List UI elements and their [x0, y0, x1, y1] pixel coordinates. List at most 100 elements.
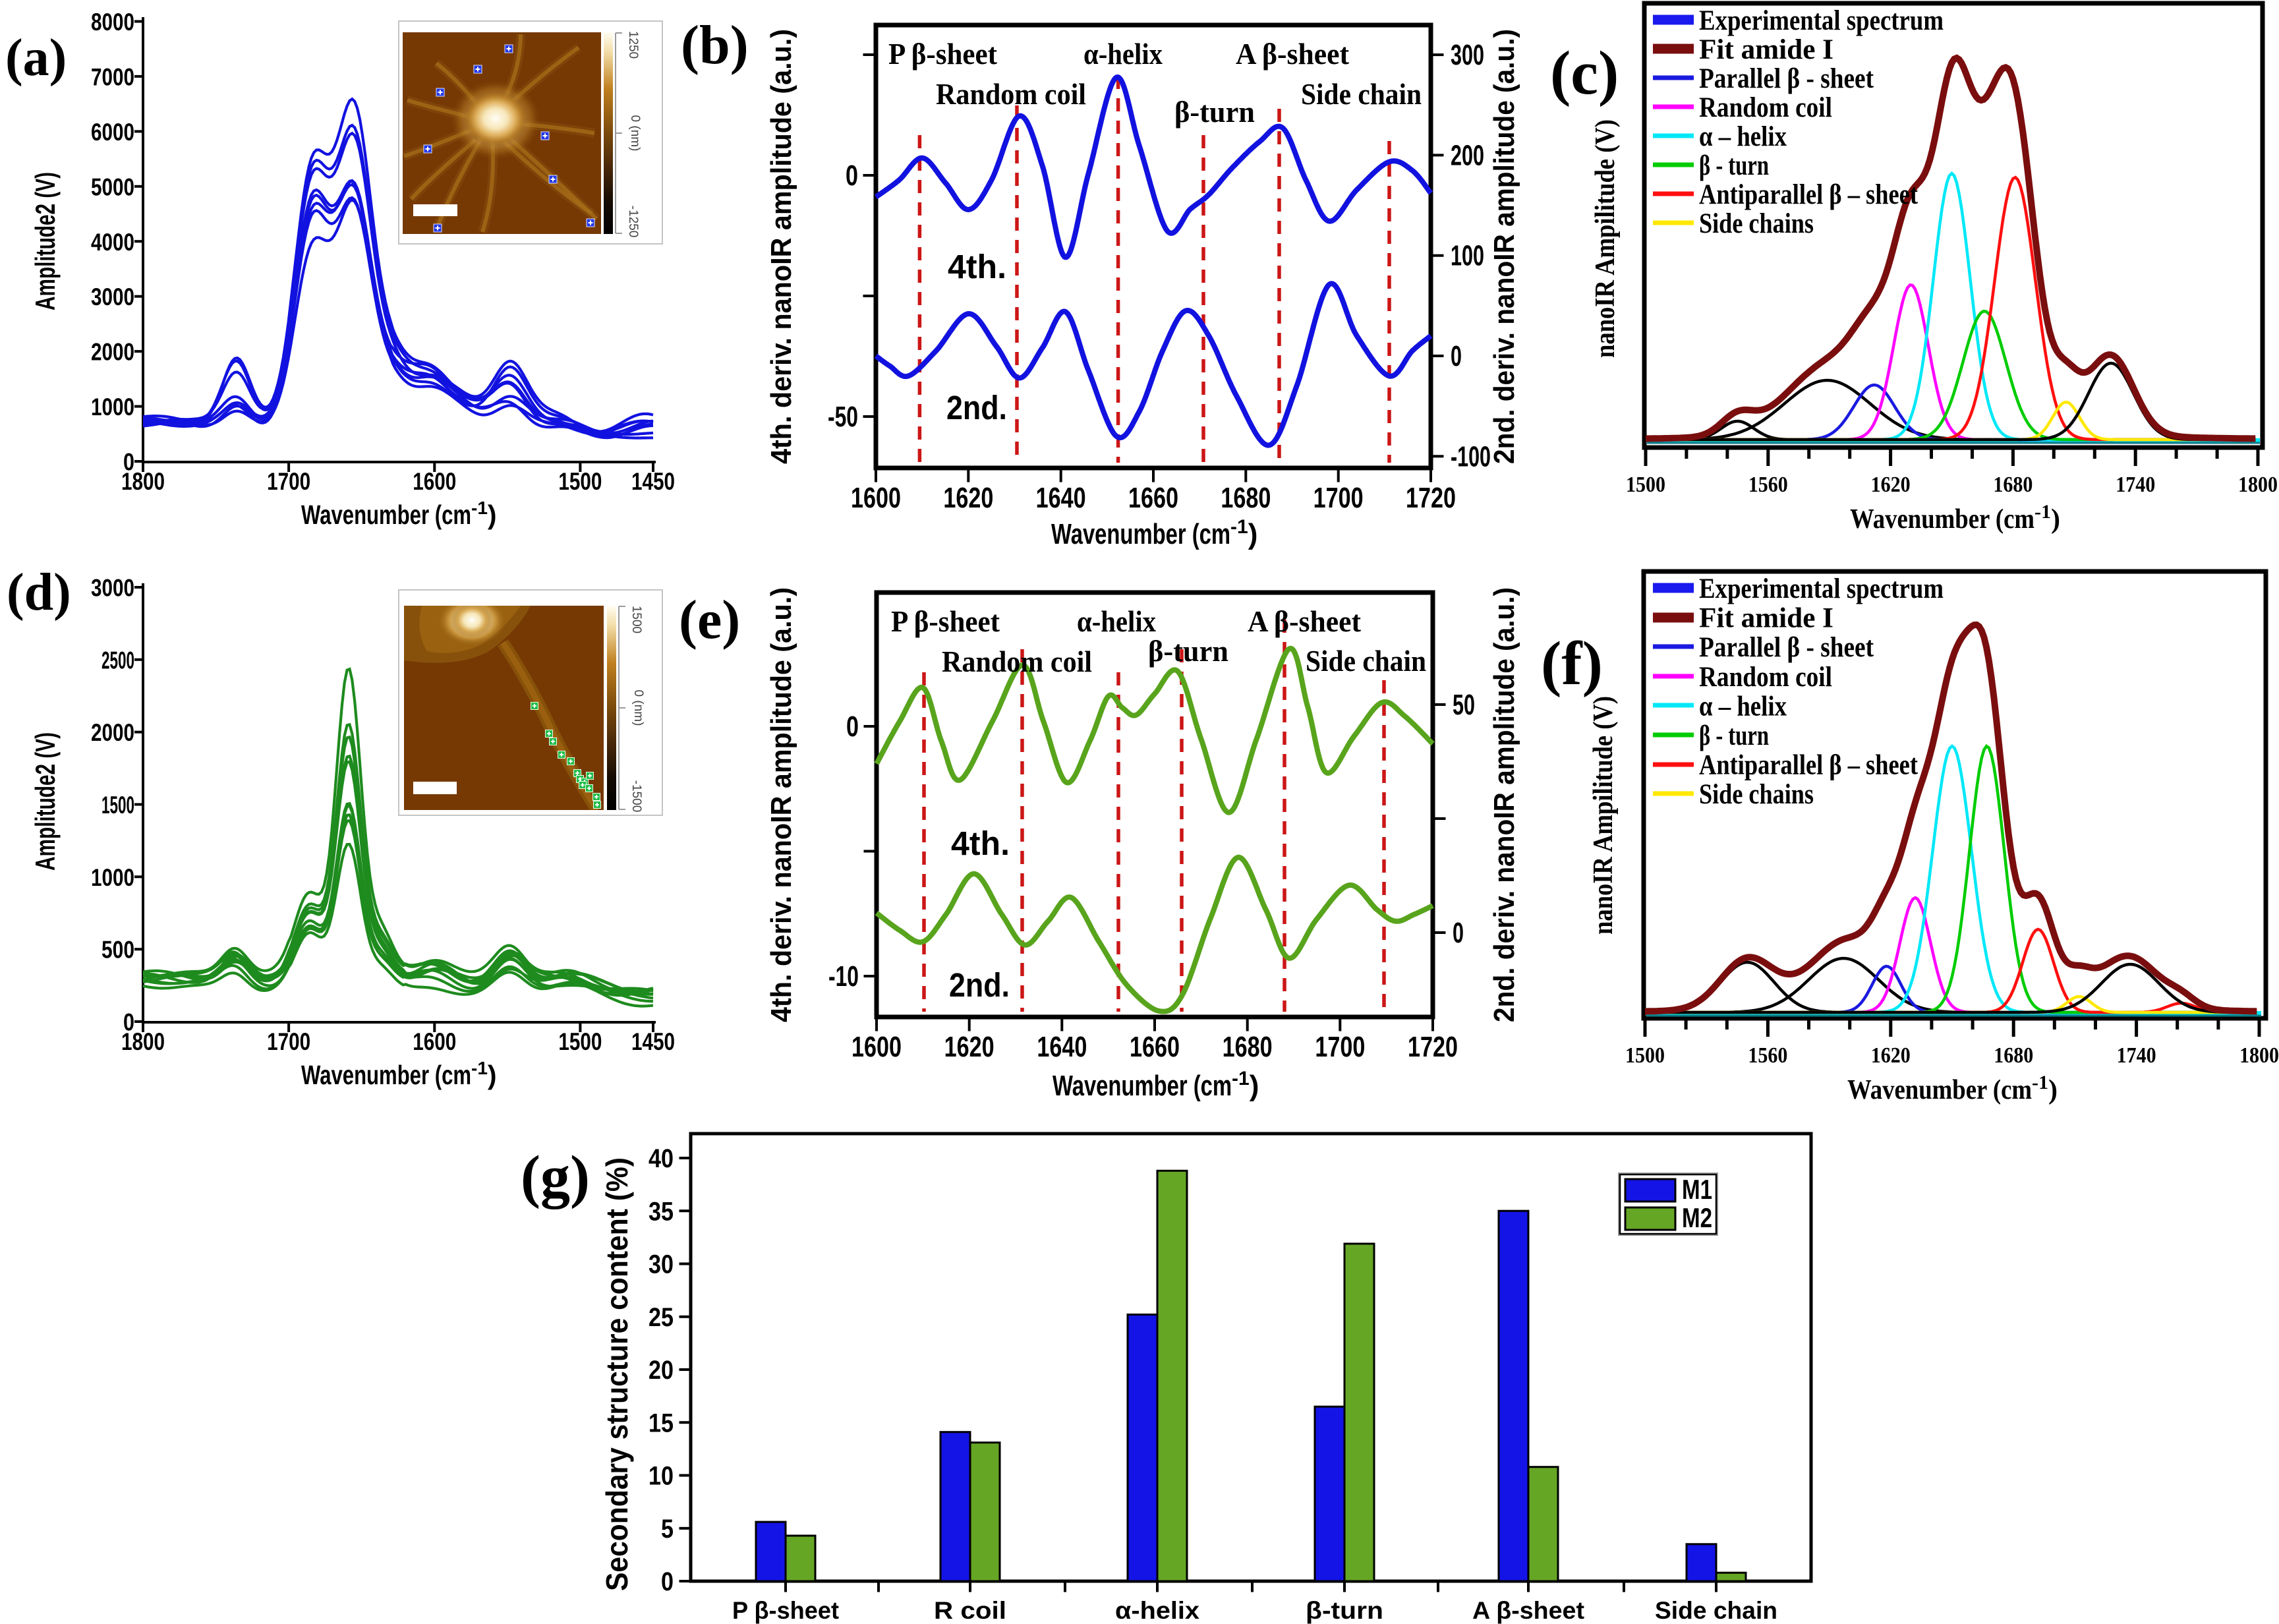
svg-text:1450: 1450	[631, 1028, 675, 1055]
svg-text:P β-sheet: P β-sheet	[732, 1597, 839, 1624]
svg-text:(d): (d)	[7, 564, 71, 622]
svg-text:M2: M2	[1682, 1202, 1712, 1233]
svg-text:(e): (e)	[679, 589, 740, 651]
svg-text:1700: 1700	[1313, 482, 1364, 514]
svg-text:10: 10	[649, 1462, 674, 1491]
svg-text:2nd. deriv. nanoIR amplitude (: 2nd. deriv. nanoIR amplitude (a.u.)	[1488, 29, 1520, 464]
svg-text:Random coil: Random coil	[1699, 92, 1832, 123]
svg-text:Experimental spectrum: Experimental spectrum	[1699, 573, 1944, 604]
svg-text:1640: 1640	[1037, 1031, 1087, 1063]
svg-text:25: 25	[649, 1303, 674, 1332]
svg-text:Antiparallel β – sheet: Antiparallel β – sheet	[1699, 750, 1918, 781]
svg-text:4000: 4000	[91, 229, 134, 256]
svg-text:100: 100	[1451, 240, 1484, 272]
svg-text:α – helix: α – helix	[1699, 691, 1787, 722]
svg-text:1700: 1700	[267, 1028, 310, 1055]
svg-text:A β-sheet: A β-sheet	[1472, 1597, 1584, 1624]
svg-text:(f): (f)	[1541, 629, 1603, 698]
svg-text:(c): (c)	[1550, 39, 1619, 107]
svg-text:0: 0	[661, 1567, 674, 1596]
svg-text:1500: 1500	[1626, 473, 1665, 497]
svg-text:200: 200	[1451, 139, 1484, 171]
svg-text:50: 50	[1453, 689, 1475, 721]
svg-text:2nd.: 2nd.	[946, 389, 1007, 426]
svg-text:Antiparallel β – sheet: Antiparallel β – sheet	[1699, 179, 1918, 210]
svg-text:1740: 1740	[2117, 1043, 2156, 1068]
svg-text:8000: 8000	[91, 9, 134, 36]
svg-text:1800: 1800	[121, 1028, 165, 1055]
svg-text:P β-sheet: P β-sheet	[888, 37, 998, 71]
svg-text:40: 40	[649, 1144, 674, 1173]
svg-text:Fit amide I: Fit amide I	[1699, 603, 1833, 634]
svg-text:1620: 1620	[943, 482, 993, 514]
svg-text:Wavenumber (cm-1): Wavenumber (cm-1)	[1053, 1068, 1259, 1102]
svg-text:-1500: -1500	[629, 780, 643, 813]
svg-text:A β-sheet: A β-sheet	[1236, 37, 1350, 71]
svg-text:1620: 1620	[1871, 473, 1911, 497]
svg-text:P β-sheet: P β-sheet	[891, 604, 1000, 638]
svg-text:Random coil: Random coil	[942, 645, 1092, 678]
svg-text:nanoIR Ampilitude (V): nanoIR Ampilitude (V)	[1590, 119, 1621, 358]
svg-text:1560: 1560	[1748, 473, 1788, 497]
svg-text:4th. deriv. nanoIR amplitude (: 4th. deriv. nanoIR amplitude (a.u.)	[765, 29, 797, 464]
svg-text:α-helix: α-helix	[1115, 1597, 1199, 1624]
svg-text:1620: 1620	[1871, 1043, 1911, 1068]
svg-text:(b): (b)	[681, 14, 749, 76]
svg-text:1500: 1500	[629, 606, 643, 633]
svg-text:1720: 1720	[1406, 482, 1456, 514]
svg-text:2500: 2500	[101, 647, 134, 674]
svg-text:1600: 1600	[851, 1031, 902, 1063]
svg-text:1000: 1000	[91, 864, 134, 891]
svg-text:5000: 5000	[91, 173, 134, 200]
svg-text:0: 0	[123, 1009, 134, 1036]
svg-text:1640: 1640	[1036, 482, 1086, 514]
svg-text:0: 0	[846, 710, 859, 743]
svg-text:2nd. deriv. nanoIR amplitude (: 2nd. deriv. nanoIR amplitude (a.u.)	[1488, 587, 1520, 1022]
svg-text:1680: 1680	[1221, 482, 1271, 514]
svg-text:Secondary structure content (%: Secondary structure content (%)	[600, 1157, 634, 1591]
svg-text:1680: 1680	[1223, 1031, 1273, 1063]
svg-text:(a): (a)	[5, 29, 67, 87]
svg-text:1660: 1660	[1128, 482, 1178, 514]
svg-text:1500: 1500	[1625, 1043, 1665, 1068]
svg-text:Random coil: Random coil	[936, 77, 1086, 111]
svg-text:-10: -10	[828, 960, 859, 993]
svg-text:β-turn: β-turn	[1174, 95, 1255, 129]
svg-text:Fit amide I: Fit amide I	[1699, 34, 1833, 65]
svg-text:Wavenumber (cm-1): Wavenumber (cm-1)	[1051, 516, 1257, 550]
svg-text:2000: 2000	[91, 719, 134, 746]
svg-text:1600: 1600	[413, 1028, 456, 1055]
svg-text:2000: 2000	[91, 339, 134, 366]
svg-text:Wavenumber (cm-1): Wavenumber (cm-1)	[301, 1058, 497, 1090]
svg-text:1620: 1620	[944, 1031, 995, 1063]
svg-text:-50: -50	[828, 401, 858, 433]
svg-text:0 (nm): 0 (nm)	[631, 690, 645, 726]
svg-text:Wavenumber (cm-1): Wavenumber (cm-1)	[1850, 501, 2060, 535]
svg-text:1000: 1000	[91, 393, 134, 420]
svg-text:β-turn: β-turn	[1148, 634, 1228, 668]
svg-text:Side chains: Side chains	[1699, 779, 1814, 810]
svg-text:0: 0	[123, 449, 134, 476]
svg-text:0: 0	[846, 160, 858, 192]
svg-text:30: 30	[649, 1250, 674, 1279]
svg-text:Side chain: Side chain	[1655, 1597, 1777, 1624]
svg-text:3000: 3000	[91, 575, 134, 602]
svg-text:Wavenumber (cm-1): Wavenumber (cm-1)	[1847, 1072, 2058, 1105]
svg-text:4th.: 4th.	[948, 248, 1006, 285]
svg-text:1800: 1800	[2239, 1043, 2279, 1068]
svg-text:A β-sheet: A β-sheet	[1248, 604, 1362, 638]
svg-text:Side chain: Side chain	[1301, 77, 1422, 111]
svg-text:1700: 1700	[1315, 1031, 1365, 1063]
svg-text:Experimental spectrum: Experimental spectrum	[1699, 5, 1944, 36]
svg-text:1740: 1740	[2116, 473, 2155, 497]
svg-text:M1: M1	[1682, 1174, 1712, 1205]
svg-text:0 (nm): 0 (nm)	[628, 115, 642, 152]
svg-text:Side chains: Side chains	[1699, 208, 1814, 239]
svg-text:-1250: -1250	[626, 206, 640, 238]
svg-text:1500: 1500	[101, 792, 134, 819]
svg-text:α-helix: α-helix	[1083, 37, 1163, 71]
svg-text:1800: 1800	[2238, 473, 2278, 497]
svg-text:20: 20	[649, 1356, 674, 1385]
svg-text:1680: 1680	[1994, 1043, 2033, 1068]
svg-text:4th.: 4th.	[951, 825, 1010, 862]
